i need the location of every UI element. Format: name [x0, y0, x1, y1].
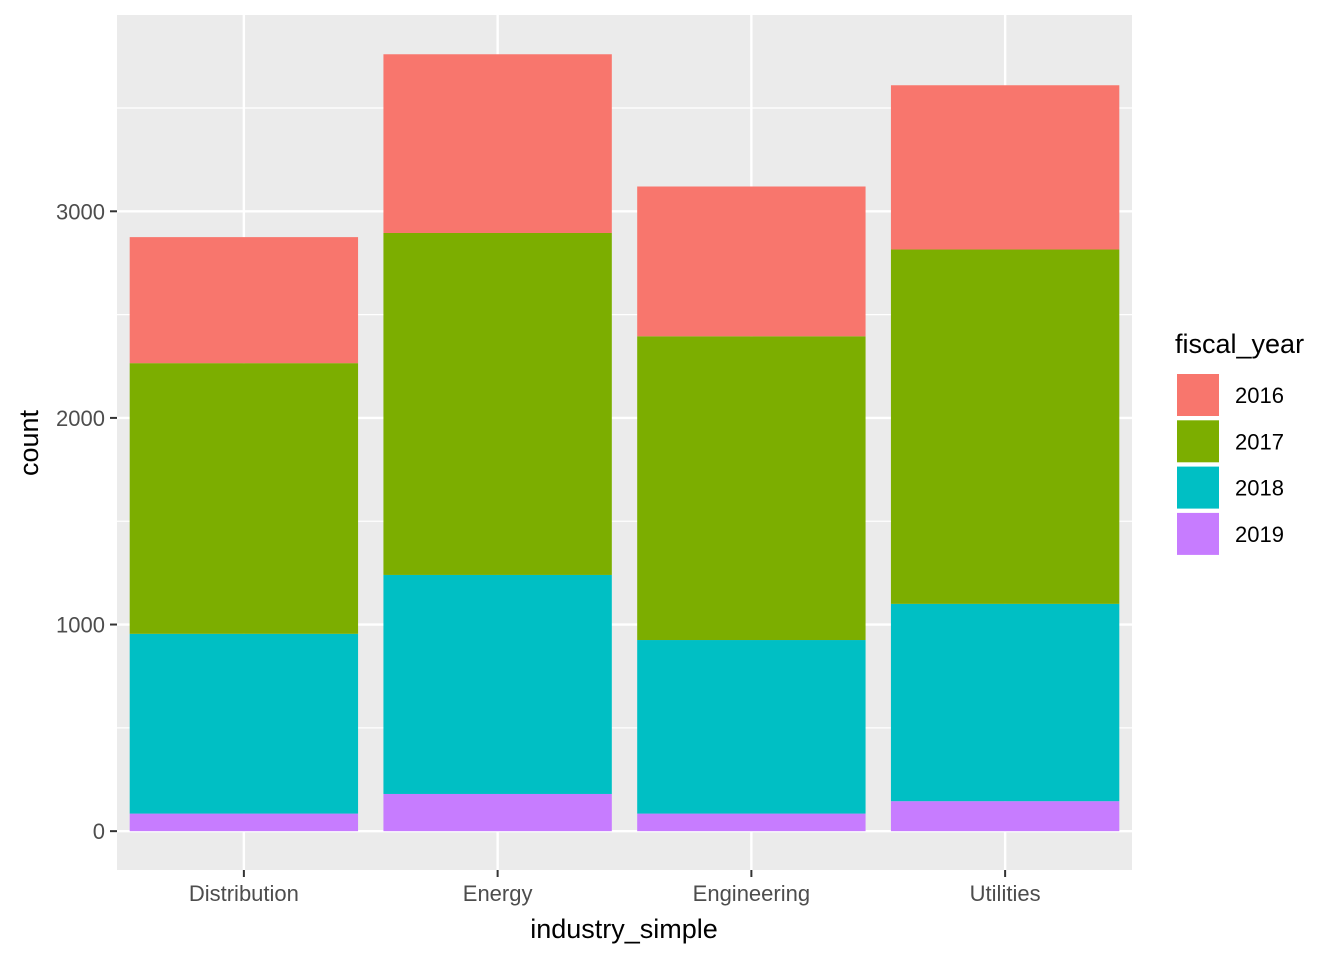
legend-key-2016	[1177, 374, 1219, 416]
legend-label: 2017	[1235, 429, 1284, 454]
x-axis: Distribution Energy Engineering Utilities	[189, 870, 1041, 906]
bar-segment-engineering-2018	[637, 640, 866, 814]
legend-label: 2019	[1235, 522, 1284, 547]
bar-segment-distribution-2019	[129, 813, 359, 832]
bar-segment-utilities-2017	[890, 249, 1120, 604]
bar-segment-distribution-2016	[129, 237, 359, 364]
legend-label: 2018	[1235, 476, 1284, 501]
bar-segment-energy-2016	[383, 54, 612, 233]
x-axis-title: industry_simple	[530, 914, 718, 944]
bar-segment-distribution-2018	[129, 633, 359, 814]
y-axis: 0 1000 2000 3000	[56, 199, 117, 844]
y-tick-label: 2000	[56, 406, 105, 431]
bar-segment-engineering-2017	[637, 336, 866, 641]
y-tick-label: 1000	[56, 613, 105, 638]
x-tick-label: Distribution	[189, 881, 299, 906]
bar-segment-energy-2019	[383, 793, 612, 832]
bar-segment-distribution-2017	[129, 363, 359, 634]
legend-key-2018	[1177, 466, 1219, 509]
y-axis-title: count	[14, 409, 44, 476]
x-tick-label: Energy	[463, 881, 533, 906]
y-tick-label: 3000	[56, 199, 105, 224]
bar-segment-energy-2018	[383, 574, 612, 794]
bar-stacks	[129, 54, 1120, 832]
bar-segment-utilities-2018	[890, 603, 1120, 802]
legend-key-2019	[1177, 512, 1219, 555]
legend-label: 2016	[1235, 383, 1284, 408]
x-tick-label: Engineering	[693, 881, 810, 906]
x-tick-label: Utilities	[970, 881, 1041, 906]
legend-title: fiscal_year	[1175, 329, 1304, 359]
legend-key-2017	[1177, 420, 1219, 463]
bar-segment-utilities-2016	[890, 85, 1120, 250]
bar-segment-energy-2017	[383, 232, 612, 575]
y-tick-label: 0	[93, 819, 105, 844]
legend: fiscal_year 2016 2017 2018 2019	[1175, 329, 1304, 555]
bar-segment-utilities-2019	[890, 801, 1120, 832]
bar-segment-engineering-2016	[637, 186, 866, 337]
bar-segment-engineering-2019	[637, 813, 866, 832]
